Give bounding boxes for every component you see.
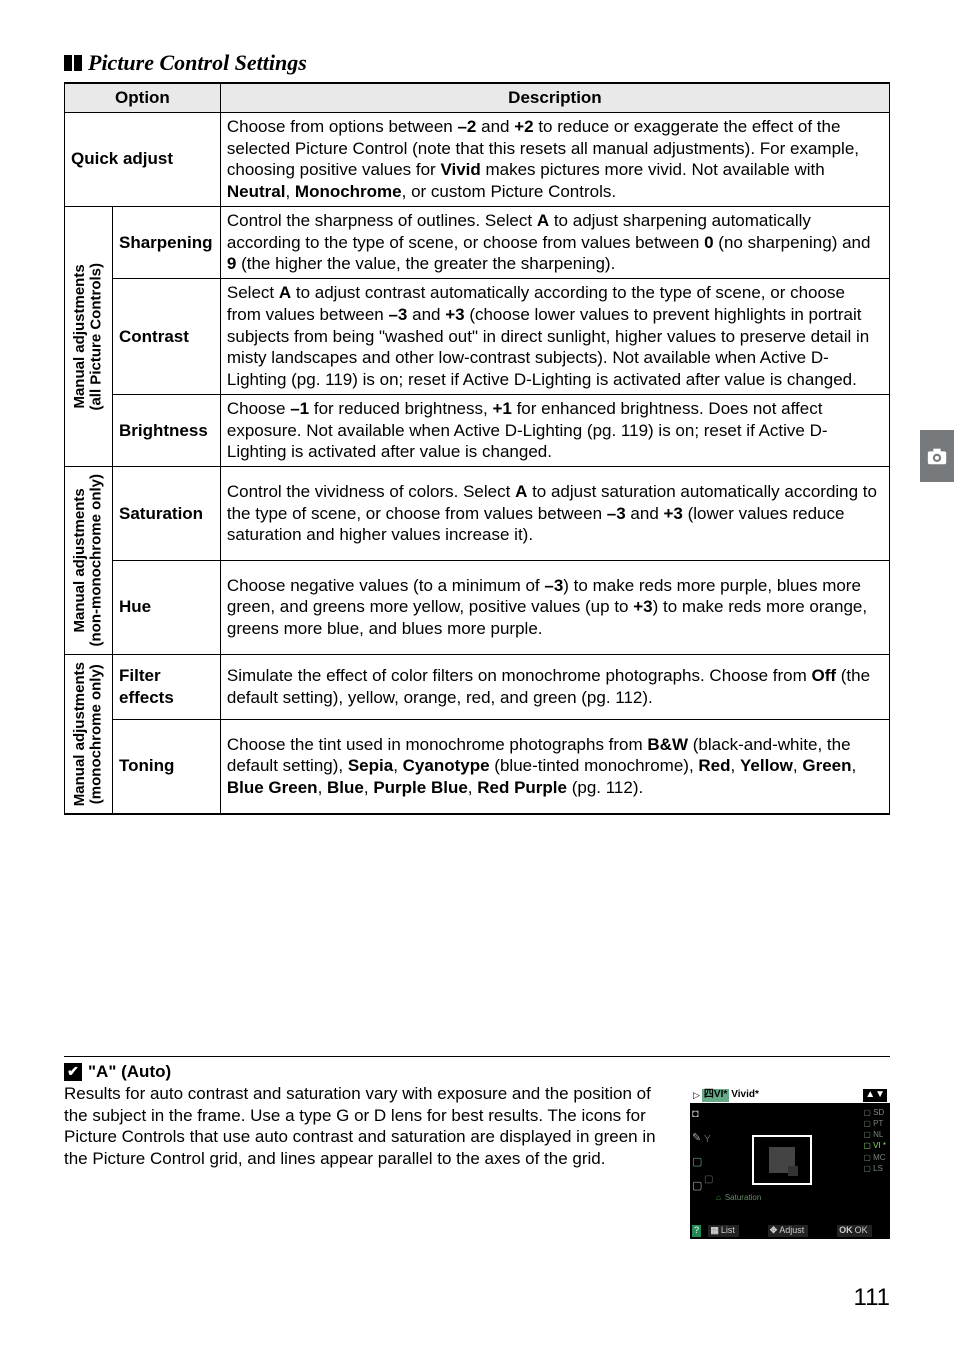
desc-quick-adjust: Choose from options between –2 and +2 to… <box>220 112 889 206</box>
lcd-left-icons: ◘✎▢▢ <box>692 1107 702 1193</box>
lcd-tag: 四VI* <box>702 1089 729 1102</box>
header-description: Description <box>220 83 889 112</box>
lcd-preview: ▷ 四VI* Vivid* ▲▼ ◘✎▢▢ Y ▢ ▢ SD▢ PT▢ NL▢ … <box>690 1089 890 1239</box>
desc-sharpening: Control the sharpness of outlines. Selec… <box>220 206 889 278</box>
lcd-top-bar: ▷ 四VI* Vivid* ▲▼ <box>690 1089 890 1103</box>
group-mono-label: Manual adjustments(monochrome only) <box>71 658 106 810</box>
option-quick-adjust: Quick adjust <box>65 112 221 206</box>
lcd-top-label: Vivid* <box>731 1089 759 1102</box>
page-number: 111 <box>854 1284 890 1312</box>
lcd-arrow-icon: ▲▼ <box>863 1089 887 1102</box>
camera-icon <box>926 445 948 467</box>
check-icon: ✔ <box>64 1063 82 1081</box>
option-contrast: Contrast <box>113 279 221 395</box>
lcd-selection-frame <box>752 1135 812 1185</box>
lcd-bottom-bar: ▦List ✥Adjust OKOK <box>690 1225 890 1237</box>
note-title: ✔ "A" (Auto) <box>64 1056 890 1083</box>
note-text: Results for auto contrast and saturation… <box>64 1083 676 1170</box>
section-title-text: Picture Control Settings <box>88 50 307 76</box>
note-block: ✔ "A" (Auto) Results for auto contrast a… <box>64 1056 890 1239</box>
desc-toning: Choose the tint used in monochrome photo… <box>220 719 889 813</box>
lcd-grid-axis: Y ▢ <box>704 1133 740 1187</box>
section-title: Picture Control Settings <box>64 50 890 76</box>
group-nonmono-label: Manual adjustments(non-monochrome only) <box>71 470 106 651</box>
lcd-saturation-row: ⌂Saturation <box>716 1193 761 1203</box>
lcd-right-list: ▢ SD▢ PT▢ NL▢ VI *▢ MC▢ LS <box>863 1107 886 1174</box>
option-sharpening: Sharpening <box>113 206 221 278</box>
option-filter: Filter effects <box>113 654 221 719</box>
header-option: Option <box>65 83 221 112</box>
settings-table: Option Description Quick adjust Choose f… <box>64 82 890 815</box>
desc-saturation: Control the vividness of colors. Select … <box>220 467 889 561</box>
desc-brightness: Choose –1 for reduced brightness, +1 for… <box>220 394 889 466</box>
option-toning: Toning <box>113 719 221 813</box>
desc-filter: Simulate the effect of color filters on … <box>220 654 889 719</box>
title-bullet-icon <box>64 55 82 71</box>
desc-contrast: Select A to adjust contrast automaticall… <box>220 279 889 395</box>
option-brightness: Brightness <box>113 394 221 466</box>
side-tab <box>920 430 954 482</box>
group-all-label: Manual adjustments(all Picture Controls) <box>71 259 106 415</box>
desc-hue: Choose negative values (to a minimum of … <box>220 560 889 654</box>
option-saturation: Saturation <box>113 467 221 561</box>
note-title-text: "A" (Auto) <box>88 1061 171 1083</box>
lcd-thumb-icon <box>769 1147 795 1173</box>
option-hue: Hue <box>113 560 221 654</box>
